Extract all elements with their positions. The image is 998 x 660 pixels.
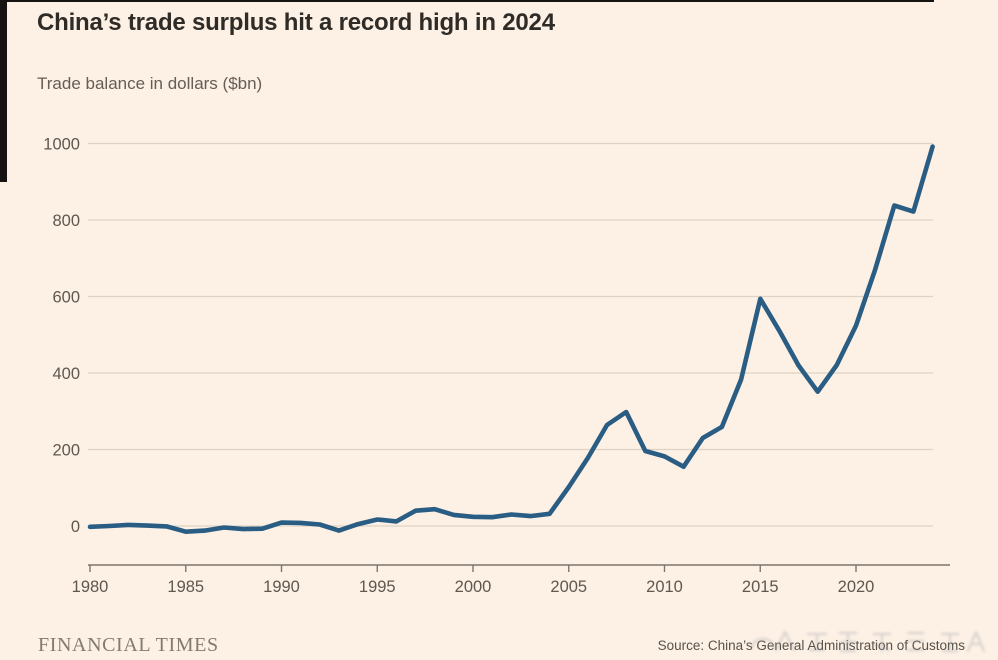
chart-subtitle: Trade balance in dollars ($bn) xyxy=(37,74,263,93)
trade-balance-line xyxy=(87,144,935,535)
x-axis-tick-label: 1995 xyxy=(359,578,396,596)
screenshot-top-border-artifact xyxy=(0,0,934,2)
x-axis-tick-label: 1985 xyxy=(167,578,204,596)
x-axis-tick-label: 2010 xyxy=(646,578,683,596)
financial-times-logo: FINANCIAL TIMES xyxy=(38,634,219,656)
y-axis-tick-label: 200 xyxy=(52,442,80,460)
x-axis-tick-label: 2000 xyxy=(455,578,492,596)
y-axis-tick-label: 1000 xyxy=(43,136,80,154)
y-axis-tick-label: 0 xyxy=(71,518,80,536)
source-caption: Source: China’s General Administration o… xyxy=(657,638,965,653)
y-axis-tick-label: 400 xyxy=(52,365,80,383)
x-axis-tick-label: 1990 xyxy=(263,578,300,596)
x-axis-tick-label: 2005 xyxy=(550,578,587,596)
y-axis-tick-label: 600 xyxy=(52,289,80,307)
screenshot-left-border-artifact xyxy=(0,0,7,182)
x-axis-tick-label: 2015 xyxy=(742,578,779,596)
x-axis-tick-label: 1980 xyxy=(72,578,109,596)
y-axis-tick-label: 800 xyxy=(52,212,80,230)
x-axis-tick-label: 2020 xyxy=(838,578,875,596)
chart-title: China’s trade surplus hit a record high … xyxy=(37,9,555,36)
